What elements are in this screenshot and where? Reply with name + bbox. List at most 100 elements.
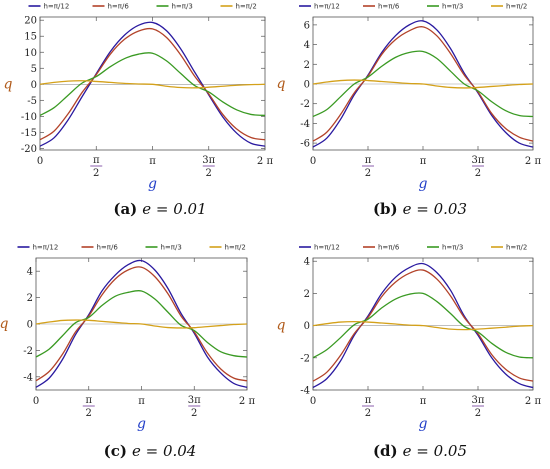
y-tick-label: 0 <box>304 79 310 90</box>
x-axis-label: g <box>419 416 428 432</box>
plot-frame <box>39 16 266 151</box>
x-tick-label-numerator: 3π <box>472 155 485 166</box>
y-axis-label: q <box>277 76 286 92</box>
y-tick-label: 20 <box>24 16 37 27</box>
legend-label: h=π/6 <box>378 3 400 11</box>
chart-panel-d: -4 -2 0 2 4 0 π 2 π 3π 2 2 π g q h=π/12 h=π/6 h=π/3 h=π/2… <box>277 244 542 461</box>
x-axis-label: g <box>137 416 146 432</box>
legend-label: h=π/3 <box>161 244 182 252</box>
x-axis-label: g <box>148 176 157 192</box>
y-axis-label: q <box>4 76 13 92</box>
x-tick-label-numerator: π <box>365 395 372 406</box>
subfigure-caption: (c) e = 0.04 <box>104 442 197 460</box>
subfigure-caption: (b) e = 0.03 <box>373 200 467 218</box>
series-line-2 <box>35 266 248 382</box>
x-tick-label-numerator: π <box>93 155 100 166</box>
x-tick-label-denominator: 2 <box>86 408 92 419</box>
series-line-2 <box>312 269 534 382</box>
legend-label: h=π/3 <box>442 3 463 11</box>
x-tick-label-numerator: π <box>85 395 92 406</box>
x-tick-label: 0 <box>310 156 316 167</box>
x-tick-label-numerator: π <box>365 155 372 166</box>
legend-label: h=π/3 <box>442 244 463 252</box>
y-tick-label: 0 <box>304 321 310 332</box>
legend-label: h=π/12 <box>44 3 70 11</box>
legend-label: h=π/12 <box>314 3 340 11</box>
x-tick-label: 0 <box>33 396 39 407</box>
legend-label: h=π/2 <box>506 244 527 252</box>
y-tick-label: 2 <box>304 289 310 300</box>
caption-tag: (b) <box>373 200 398 218</box>
caption-equation: e = 0.03 <box>403 200 467 218</box>
chart-panel-c: -4 -2 0 2 4 0 π 2 π 3π 2 2 π g q h=π/12 h=π/6 h=π/3 h=π/2… <box>0 244 255 461</box>
y-tick-label: 0 <box>27 320 33 331</box>
caption-equation: e = 0.04 <box>132 442 196 460</box>
x-axis-label: g <box>419 176 428 192</box>
series-line-3 <box>35 289 248 358</box>
caption-tag: (c) <box>104 442 127 460</box>
x-tick-label: π <box>420 396 427 407</box>
x-tick-label-numerator: 3π <box>472 395 485 406</box>
series-line-1 <box>39 21 266 147</box>
x-tick-label-denominator: 2 <box>206 168 212 179</box>
y-tick-label: 6 <box>304 20 310 31</box>
y-axis-label: q <box>0 316 9 332</box>
y-tick-label: -4 <box>23 372 33 383</box>
y-tick-label: 5 <box>31 64 37 75</box>
x-tick-label-numerator: 3π <box>202 155 215 166</box>
series-line-1 <box>312 262 534 389</box>
x-tick-label: 0 <box>310 396 316 407</box>
chart-panel-b: -6 -4 -2 0 2 4 6 0 π 2 π 3π 2 2 π g q h=π/12 h=π/6 h=π/3 h=… <box>277 3 542 219</box>
caption-tag: (d) <box>373 442 398 460</box>
y-tick-label: -2 <box>300 353 310 364</box>
x-tick-label-denominator: 2 <box>475 408 481 419</box>
series-line-2 <box>312 26 534 142</box>
legend-label: h=π/2 <box>236 3 257 11</box>
legend-label: h=π/12 <box>314 244 340 252</box>
x-tick-label-denominator: 2 <box>365 408 371 419</box>
y-tick-label: -2 <box>23 346 33 357</box>
y-tick-label: 15 <box>24 32 37 43</box>
subfigure-caption: (a) e = 0.01 <box>113 200 206 218</box>
series-line-3 <box>312 292 534 359</box>
x-tick-label-denominator: 2 <box>365 168 371 179</box>
x-tick-label: π <box>138 396 145 407</box>
series-line-3 <box>312 50 534 118</box>
x-tick-label-numerator: 3π <box>188 395 201 406</box>
caption-equation: e = 0.01 <box>142 200 206 218</box>
series-line-3 <box>39 52 266 117</box>
x-tick-label: π <box>420 156 427 167</box>
y-axis-label: q <box>277 318 286 334</box>
series-line-1 <box>312 20 534 148</box>
y-tick-label: 0 <box>31 80 37 91</box>
series-line-4 <box>35 319 248 329</box>
x-tick-label-denominator: 2 <box>475 168 481 179</box>
series-line-4 <box>312 79 534 89</box>
x-tick-label: 0 <box>37 156 43 167</box>
y-tick-label: 4 <box>304 257 310 268</box>
series-line-4 <box>312 320 534 331</box>
x-tick-label: 2 π <box>525 156 542 167</box>
x-tick-label: 2 π <box>257 156 274 167</box>
legend-label: h=π/6 <box>97 244 119 252</box>
y-tick-label: -4 <box>300 386 310 397</box>
y-tick-label: -20 <box>21 144 37 155</box>
y-tick-label: 4 <box>304 40 310 51</box>
series-line-4 <box>39 80 266 89</box>
caption-tag: (a) <box>113 200 137 218</box>
legend-label: h=π/6 <box>378 244 400 252</box>
legend-label: h=π/6 <box>108 3 130 11</box>
y-tick-label: -6 <box>300 139 310 150</box>
x-tick-label-denominator: 2 <box>93 168 99 179</box>
y-tick-label: -5 <box>27 96 37 107</box>
y-tick-label: 2 <box>304 60 310 71</box>
chart-panel-a: -20 -15 -10 -5 0 5 10 15 20 0 π 2 π 3π 2 2 π g q h=π/12 h=π… <box>4 3 274 219</box>
legend-label: h=π/3 <box>172 3 193 11</box>
y-tick-label: 2 <box>27 293 33 304</box>
plot-frame <box>312 257 534 391</box>
x-tick-label: 2 π <box>525 396 542 407</box>
y-tick-label: -10 <box>21 112 37 123</box>
x-tick-label-denominator: 2 <box>191 408 197 419</box>
y-tick-label: -15 <box>21 128 37 139</box>
